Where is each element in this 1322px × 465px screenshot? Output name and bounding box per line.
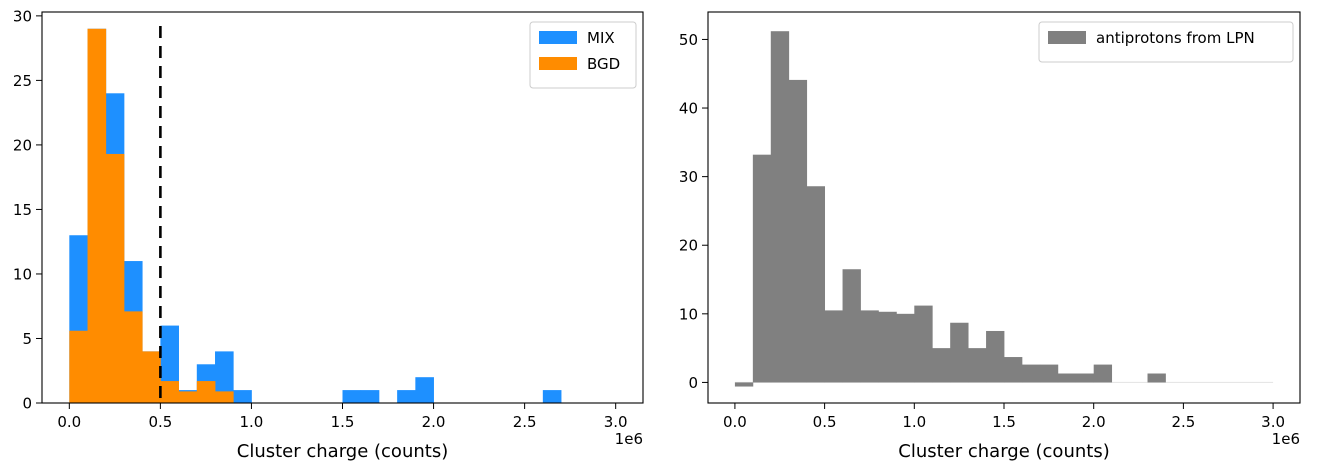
legend-swatch — [539, 31, 577, 44]
bar — [806, 186, 826, 383]
bar — [1147, 373, 1166, 383]
x-tick-label: 1.5 — [331, 413, 355, 431]
y-tick-label: 30 — [13, 7, 32, 25]
bar — [142, 351, 161, 403]
y-tick-label: 15 — [13, 201, 32, 219]
bar — [342, 390, 362, 403]
bar — [860, 310, 879, 383]
y-tick-label: 0 — [688, 374, 698, 392]
y-tick-label: 10 — [679, 305, 698, 323]
bar — [1057, 373, 1077, 383]
y-tick-label: 5 — [22, 330, 32, 348]
bar — [878, 311, 897, 383]
x-tick-label: 2.0 — [422, 413, 446, 431]
bar — [1093, 364, 1113, 383]
x-multiplier-label: 1e6 — [1272, 430, 1300, 448]
bar — [1021, 364, 1041, 383]
x-tick-label: 0.0 — [57, 413, 81, 431]
y-tick-label: 50 — [679, 31, 698, 49]
y-tick-label: 0 — [22, 395, 32, 413]
x-tick-label: 2.5 — [513, 413, 537, 431]
bar — [1039, 364, 1059, 383]
bar — [986, 330, 1005, 383]
series-antiprotons-from-lpn — [734, 31, 1166, 387]
legend-swatch — [539, 57, 577, 70]
bar — [123, 311, 143, 403]
bar — [788, 79, 808, 383]
bar — [950, 322, 969, 383]
x-axis-label: Cluster charge (counts) — [898, 441, 1109, 462]
legend-label: antiprotons from LPN — [1096, 29, 1255, 47]
x-tick-label: 1.0 — [240, 413, 264, 431]
bar — [215, 351, 234, 403]
x-tick-label: 0.5 — [148, 413, 172, 431]
bar — [1004, 357, 1023, 383]
y-tick-label: 25 — [13, 72, 32, 90]
x-axis-label: Cluster charge (counts) — [237, 441, 448, 462]
bar — [415, 377, 434, 403]
legend: MIX BGD — [529, 21, 637, 89]
x-tick-label: 3.0 — [604, 413, 628, 431]
bar — [215, 391, 234, 403]
bar — [87, 28, 107, 404]
y-tick-label: 20 — [679, 237, 698, 255]
series-mix — [69, 28, 562, 404]
bar — [105, 153, 125, 403]
legend-box — [1038, 21, 1294, 63]
bar — [1075, 373, 1095, 383]
x-tick-label: 2.5 — [1171, 413, 1195, 431]
bar — [734, 382, 754, 387]
bar — [968, 348, 987, 383]
bar — [397, 390, 416, 403]
bar — [770, 31, 790, 383]
bar — [824, 310, 843, 383]
bar — [233, 390, 252, 403]
bar — [842, 269, 861, 383]
x-tick-label: 1.5 — [992, 413, 1016, 431]
bar — [932, 348, 951, 383]
bar — [542, 390, 562, 403]
bar — [896, 313, 915, 383]
bar — [69, 330, 88, 403]
legend-label: BGD — [587, 55, 620, 73]
legend-swatch — [1048, 31, 1086, 44]
right-histogram-chart: 0.0 0.5 1.0 1.5 2.0 2.5 3.0 0 10 20 30 40 50 Cluster … — [679, 11, 1301, 462]
bar — [360, 390, 380, 403]
x-tick-label: 2.0 — [1082, 413, 1106, 431]
series-bgd — [69, 28, 234, 404]
legend: antiprotons from LPN — [1038, 21, 1294, 63]
x-tick-label: 0.0 — [723, 413, 747, 431]
y-tick-label: 20 — [13, 136, 32, 154]
y-tick-label: 40 — [679, 100, 698, 118]
bar — [914, 305, 933, 383]
left-histogram-chart: 0.0 0.5 1.0 1.5 2.0 2.5 3.0 0 5 10 15 20 25 30 Cluster… — [13, 7, 644, 462]
x-multiplier-label: 1e6 — [615, 430, 643, 448]
x-tick-label: 0.5 — [813, 413, 837, 431]
x-tick-label: 1.0 — [902, 413, 926, 431]
y-tick-label: 10 — [13, 265, 32, 283]
bar — [752, 154, 772, 383]
y-tick-label: 30 — [679, 168, 698, 186]
bar — [196, 381, 216, 403]
bar — [160, 381, 179, 403]
legend-label: MIX — [587, 29, 615, 47]
x-tick-label: 3.0 — [1261, 413, 1285, 431]
bar — [178, 391, 198, 403]
